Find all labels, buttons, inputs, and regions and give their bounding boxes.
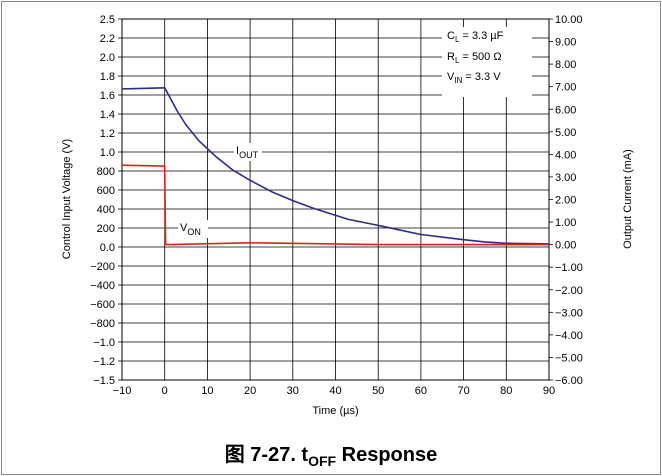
x-tick-label: 80 (500, 385, 512, 397)
von-label-bg (178, 220, 208, 238)
x-tick-label: 30 (287, 385, 299, 397)
left-y-tick-label: 2.5 (100, 14, 115, 26)
left-y-tick-label: −1.5 (93, 375, 115, 387)
right-y-tick-label: −4.00 (555, 330, 583, 342)
right-y-tick-label: −6.00 (555, 375, 583, 387)
right-y-tick-label: 1.00 (555, 217, 576, 229)
x-tick-label: 10 (201, 385, 213, 397)
right-y-tick-label: 3.00 (555, 172, 576, 184)
left-y-tick-label: 600 (97, 185, 115, 197)
left-y-tick-label: 1.0 (100, 147, 115, 159)
left-y-tick-label: −400 (90, 280, 115, 292)
left-y-tick-label: 1.4 (100, 109, 115, 121)
right-y-tick-label: 7.00 (555, 82, 576, 94)
right-y-tick-label: 6.00 (555, 104, 576, 116)
left-y-tick-label: 2.0 (100, 52, 115, 64)
von-series-label: VON (180, 222, 201, 237)
right-y-tick-label: −3.00 (555, 307, 583, 319)
left-y-tick-label: −800 (90, 318, 115, 330)
left-y-tick-label: 1.2 (100, 128, 115, 140)
annotation-vin: VIN = 3.3 V (447, 71, 501, 85)
left-y-tick-label: 200 (97, 223, 115, 235)
x-axis-label: Time (µs) (312, 405, 358, 417)
right-y-tick-label: 5.00 (555, 127, 576, 139)
x-tick-label: 70 (457, 385, 469, 397)
left-y-tick-label: −1.2 (93, 356, 115, 368)
x-tick-label: 50 (372, 385, 384, 397)
right-y-tick-label: 4.00 (555, 149, 576, 161)
right-y-tick-label: −5.00 (555, 352, 583, 364)
left-y-tick-label: 800 (97, 166, 115, 178)
left-y-tick-label: 2.2 (100, 33, 115, 45)
annotation-box (442, 27, 532, 97)
x-tick-label: 20 (244, 385, 256, 397)
left-y-axis-label: Control Input Voltage (V) (61, 139, 73, 259)
right-y-tick-labels: 10.00 9.00 8.00 7.00 6.00 5.00 4.00 3.00 2.00 1.0… (555, 14, 583, 387)
iout-series-label: IOUT (236, 145, 259, 160)
left-y-tick-label: −1.0 (93, 337, 115, 349)
left-y-tick-label: 400 (97, 204, 115, 216)
right-y-tick-label: 2.00 (555, 195, 576, 207)
x-tick-label: 0 (162, 385, 168, 397)
caption-prefix: 图 7-27. t (224, 444, 309, 466)
left-y-tick-labels: 2.5 2.2 2.0 1.8 1.6 1.4 1.2 1.0 800 600 400 200 0.0 −… (90, 14, 115, 387)
x-tick-label: 90 (543, 385, 555, 397)
left-y-tick-label: −600 (90, 299, 115, 311)
x-tick-labels: −10 0 10 20 30 40 50 60 70 80 90 (113, 385, 555, 397)
iout-series-line (121, 87, 550, 245)
caption-suffix: Response (336, 444, 438, 466)
figure-caption: 图 7-27. tOFF Response (0, 438, 662, 469)
right-y-tick-label: 9.00 (555, 37, 576, 49)
right-y-tick-label: −2.00 (555, 285, 583, 297)
right-y-tick-label: 0.00 (555, 240, 576, 252)
left-y-tick-label: −200 (90, 261, 115, 273)
left-y-tick-label: 0.0 (100, 242, 115, 254)
right-y-tick-label: 10.00 (555, 14, 583, 26)
von-series-line (121, 164, 549, 246)
annotation-cl: CL = 3.3 µF (447, 30, 504, 44)
iout-label-bg (234, 143, 262, 161)
x-tick-label: 40 (329, 385, 341, 397)
x-tick-label: 60 (415, 385, 427, 397)
vertical-gridlines (164, 19, 507, 380)
caption-subscript: OFF (308, 453, 337, 469)
right-y-tick-label: −1.00 (555, 262, 583, 274)
x-tick-label: −10 (113, 385, 132, 397)
left-y-tick-label: 1.8 (100, 71, 115, 83)
right-y-tick-label: 8.00 (555, 59, 576, 71)
left-y-tick-label: 1.6 (100, 90, 115, 102)
annotation-rl: RL = 500 Ω (447, 51, 502, 65)
conditions-annotation: CL = 3.3 µF RL = 500 Ω VIN = 3.3 V (442, 27, 532, 97)
series-lines (121, 87, 550, 246)
toff-response-chart: −10 0 10 20 30 40 50 60 70 80 90 2.5 2.2 2.0 1.8 1.6 1.… (61, 14, 634, 417)
right-y-axis-label: Output Current (mA) (622, 149, 634, 249)
